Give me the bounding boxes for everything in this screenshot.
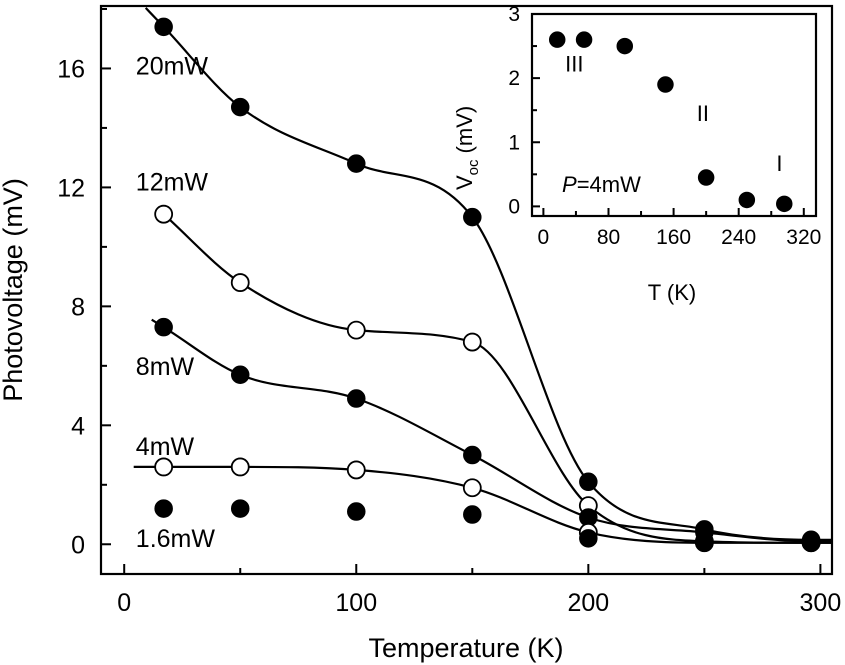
inset-y-axis-subscript: oc bbox=[465, 159, 482, 175]
main-x-tick-label: 200 bbox=[567, 589, 609, 617]
inset-y-tick-label: 2 bbox=[508, 67, 520, 90]
data-point bbox=[463, 207, 482, 227]
series-label: 4mW bbox=[136, 433, 195, 461]
data-point bbox=[548, 31, 566, 48]
data-point bbox=[154, 317, 173, 337]
data-point bbox=[347, 154, 366, 173]
inset-x-tick-label: 240 bbox=[721, 226, 756, 249]
data-point bbox=[463, 505, 482, 524]
data-point bbox=[154, 17, 173, 37]
data-point bbox=[154, 457, 174, 477]
main-y-tick-label: 12 bbox=[57, 174, 85, 202]
data-point bbox=[657, 76, 674, 93]
main-plot-frame bbox=[99, 4, 834, 576]
main-x-tick-label: 300 bbox=[800, 589, 842, 617]
inset-region-label: II bbox=[697, 101, 709, 126]
main-y-tick-label: 8 bbox=[71, 293, 85, 321]
inset-power-label: P=4mW bbox=[562, 172, 641, 197]
series-label: 8mW bbox=[136, 353, 195, 381]
inset-power-symbol: P bbox=[562, 172, 577, 197]
main-series: 20mW 12mW 8mW 4mW 1.6mW bbox=[133, 7, 831, 553]
inset-x-tick-label: 80 bbox=[597, 226, 620, 249]
main-x-axis-title: Temperature (K) bbox=[368, 633, 563, 663]
inset-x-tick-label: 0 bbox=[538, 226, 550, 249]
main-y-tick-label: 0 bbox=[71, 531, 85, 559]
data-point bbox=[154, 204, 174, 224]
main-y-tick-label: 16 bbox=[57, 55, 85, 83]
data-point bbox=[154, 499, 173, 518]
data-point bbox=[230, 273, 250, 292]
data-point bbox=[230, 365, 250, 385]
data-point bbox=[776, 195, 793, 213]
data-point bbox=[347, 389, 366, 408]
series-curve-8mw bbox=[151, 318, 831, 543]
data-point bbox=[801, 533, 821, 553]
inset-y-tick-label: 0 bbox=[508, 195, 520, 218]
series-curve-20mw bbox=[144, 7, 831, 541]
data-point bbox=[579, 472, 598, 492]
inset-power-value: =4mW bbox=[577, 172, 641, 197]
inset-y-axis-title: Voc (mV) bbox=[452, 106, 482, 190]
data-point bbox=[616, 37, 634, 55]
data-point bbox=[346, 460, 366, 480]
main-x-tick-label: 100 bbox=[335, 589, 377, 617]
data-point bbox=[463, 445, 482, 465]
inset-region-label: III bbox=[565, 52, 583, 77]
main-x-tick-label: 0 bbox=[117, 589, 131, 617]
inset-ticks: 0 80 160 240 320 0 1 2 3 bbox=[508, 3, 821, 249]
data-point bbox=[462, 478, 482, 498]
data-point bbox=[579, 529, 598, 548]
data-point bbox=[347, 502, 366, 521]
inset-y-tick-label: 3 bbox=[508, 3, 520, 26]
data-point bbox=[230, 457, 250, 477]
inset-y-axis-unit: (mV) bbox=[452, 106, 477, 154]
inset-y-axis-symbol: V bbox=[452, 175, 477, 190]
main-y-axis-title: Photovoltage (mV) bbox=[0, 178, 28, 402]
inset-x-axis-title: T (K) bbox=[648, 280, 696, 305]
series-label: 20mW bbox=[136, 52, 209, 80]
series-label: 12mW bbox=[136, 168, 209, 196]
data-point bbox=[695, 533, 714, 553]
inset-region-label: I bbox=[776, 151, 782, 176]
inset-x-tick-label: 320 bbox=[786, 226, 821, 249]
data-point bbox=[575, 31, 593, 48]
data-point bbox=[230, 97, 250, 117]
series-label: 1.6mW bbox=[136, 525, 216, 553]
data-point bbox=[230, 499, 250, 518]
data-point bbox=[462, 332, 482, 352]
main-y-tick-label: 4 bbox=[71, 412, 85, 440]
inset-y-tick-label: 1 bbox=[508, 131, 520, 154]
data-point bbox=[697, 169, 715, 186]
data-point bbox=[346, 320, 366, 340]
data-point bbox=[738, 191, 756, 209]
inset-x-tick-label: 160 bbox=[656, 226, 691, 249]
